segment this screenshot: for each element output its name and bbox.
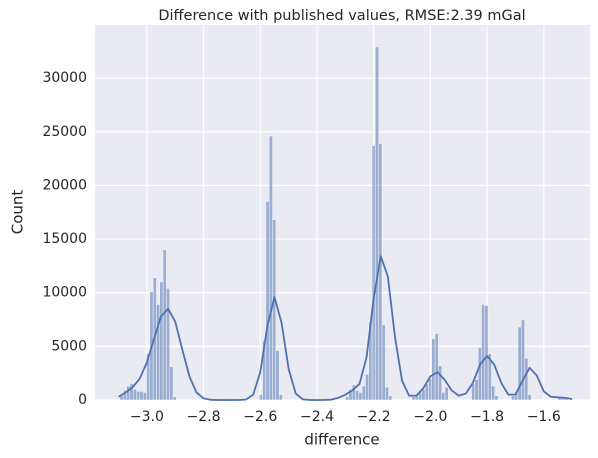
bar <box>126 385 131 401</box>
bar <box>474 379 479 401</box>
chart-title: Difference with published values, RMSE:2… <box>158 8 525 24</box>
bar <box>421 389 426 401</box>
bar <box>524 357 529 401</box>
bar <box>511 395 515 401</box>
bar <box>159 281 164 401</box>
y-axis-label: Count <box>9 190 27 235</box>
y-tick-label: 0 <box>78 392 87 408</box>
bar <box>434 333 439 401</box>
y-tick-label: 30000 <box>42 70 87 86</box>
bar <box>378 143 383 401</box>
bar <box>259 394 263 401</box>
bar <box>142 392 147 401</box>
bar <box>269 135 273 401</box>
bar <box>355 390 359 401</box>
bar <box>156 304 160 401</box>
bar <box>444 386 449 401</box>
bar <box>162 249 167 401</box>
x-tick-label: −2.8 <box>187 409 221 425</box>
bar <box>375 46 379 401</box>
x-tick-label: −2.4 <box>300 409 334 425</box>
x-tick-label: −1.6 <box>527 409 561 425</box>
y-tick-label: 25000 <box>42 124 87 140</box>
bar <box>278 394 283 401</box>
bar <box>431 338 436 401</box>
y-tick-label: 20000 <box>42 177 87 193</box>
bar <box>487 353 492 401</box>
bar <box>481 304 486 401</box>
bar <box>494 395 499 401</box>
x-tick-label: −1.8 <box>470 409 504 425</box>
bar <box>527 394 532 401</box>
bar <box>428 378 432 401</box>
bar <box>381 324 386 401</box>
bar <box>477 347 482 401</box>
bar <box>361 385 366 401</box>
bar <box>365 374 369 401</box>
bar <box>166 288 170 401</box>
bar <box>172 396 177 401</box>
x-tick-label: −3.0 <box>130 409 164 425</box>
bar <box>484 305 489 401</box>
bar <box>388 395 393 401</box>
plot-area <box>95 25 590 400</box>
x-tick-label: −2.6 <box>243 409 277 425</box>
bar <box>139 391 144 401</box>
bar <box>133 389 137 401</box>
bar <box>371 145 376 401</box>
y-tick-label: 10000 <box>42 285 87 301</box>
bar <box>471 383 476 401</box>
bar <box>411 396 416 401</box>
bar <box>521 319 525 401</box>
x-tick-label: −2.2 <box>357 409 391 425</box>
bar <box>424 383 429 401</box>
bar <box>275 350 280 401</box>
bar <box>438 365 442 401</box>
bar <box>136 391 141 401</box>
y-tick-label: 15000 <box>42 231 87 247</box>
bar <box>385 386 389 401</box>
bar <box>358 392 363 401</box>
bar <box>441 392 446 401</box>
kde-line <box>118 255 573 401</box>
bar <box>491 385 495 401</box>
bar <box>265 201 270 401</box>
x-axis-label: difference <box>304 431 379 449</box>
bar <box>345 396 350 401</box>
x-tick-label: −2.0 <box>413 409 447 425</box>
y-tick-label: 5000 <box>51 338 87 354</box>
bar <box>169 366 174 401</box>
bar <box>272 219 277 401</box>
